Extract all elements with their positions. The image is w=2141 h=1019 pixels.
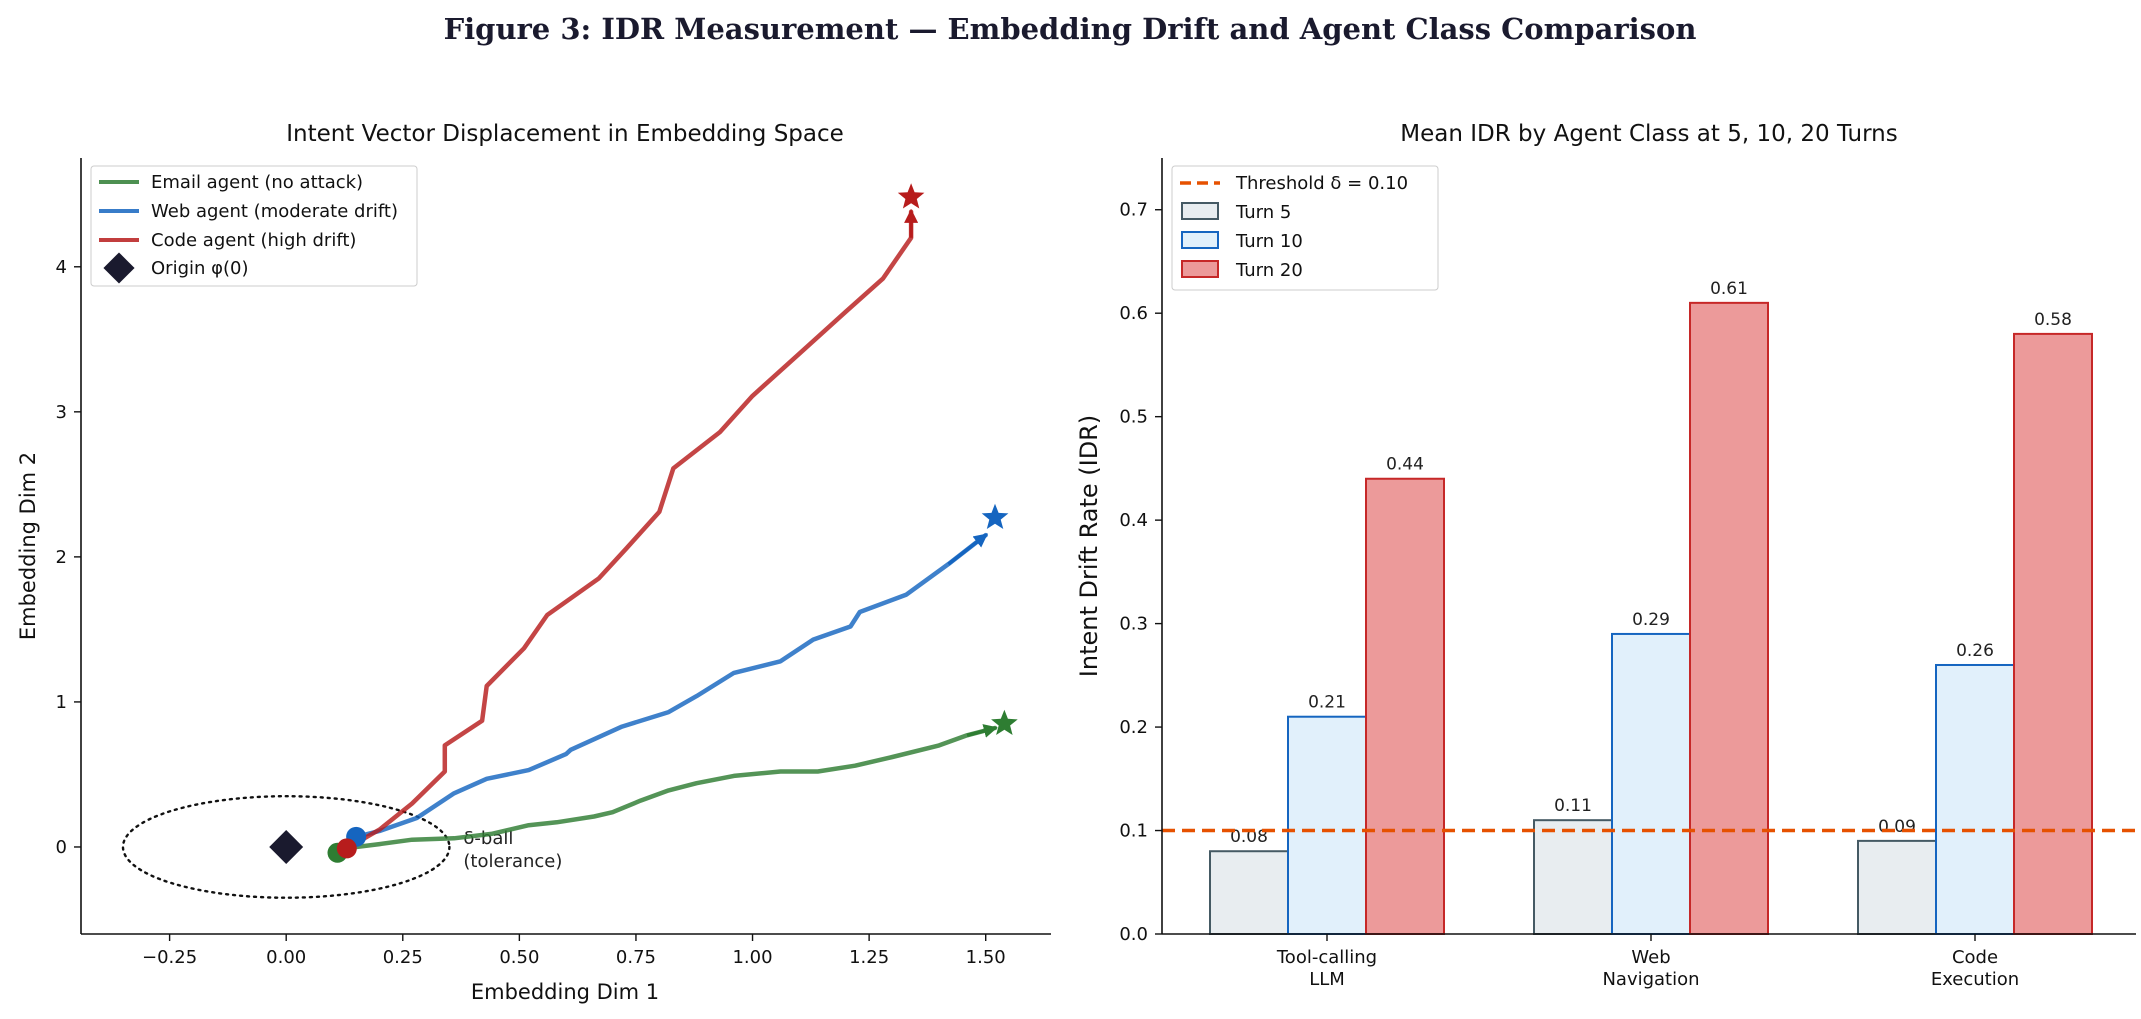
legend-swatch-turn20	[1181, 260, 1219, 278]
legend-label-code: Code agent (high drift)	[151, 230, 356, 251]
delta-ball-label-sub: (tolerance)	[463, 851, 562, 872]
x-tick-label: 0.75	[616, 947, 656, 968]
trajectory-markers	[269, 183, 1018, 864]
bar-groups: 0.08 0.11 0.09 0.21 0.29 0.26 0.44 0.61 0.58	[1209, 279, 2093, 936]
delta-ball-ellipse	[121, 795, 451, 899]
bar-value-label: 0.29	[1632, 610, 1670, 630]
legend-label-turn20: Turn 20	[1235, 260, 1303, 281]
x-tick-label: 0.50	[499, 947, 539, 968]
category-label-sub: Navigation	[1602, 969, 1699, 990]
left-y-ticks: 0 1 2 3 4	[56, 257, 81, 858]
x-tick-label: 0.25	[383, 947, 423, 968]
y-tick-label: 0.0	[1119, 924, 1148, 945]
y-tick-label: 0.1	[1119, 821, 1148, 842]
bar	[1533, 819, 1613, 935]
y-tick-label: 1	[56, 692, 67, 713]
legend-label-threshold: Threshold δ = 0.10	[1235, 173, 1408, 194]
end-star-web	[981, 503, 1009, 529]
trajectory-email	[335, 725, 998, 856]
y-tick-label: 3	[56, 402, 67, 423]
x-tick-label: 1.50	[966, 947, 1006, 968]
end-star-code	[897, 183, 925, 209]
right-legend: Threshold δ = 0.10 Turn 5 Turn 10 Turn 2…	[1171, 165, 1439, 291]
x-tick-label: 0.00	[266, 947, 306, 968]
x-tick-label: 1.25	[849, 947, 889, 968]
left-chart-title: Intent Vector Displacement in Embedding …	[286, 121, 844, 147]
y-tick-label: 0	[56, 837, 67, 858]
figure-title: Figure 3: IDR Measurement — Embedding Dr…	[444, 12, 1697, 46]
start-marker-code	[336, 838, 357, 859]
origin-marker	[269, 830, 304, 864]
right-panel: Mean IDR by Agent Class at 5, 10, 20 Tur…	[1075, 121, 2136, 990]
y-tick-label: 0.3	[1119, 614, 1148, 635]
legend-swatch-turn10	[1181, 231, 1219, 249]
trajectory-web	[353, 532, 988, 840]
right-y-axis-label: Intent Drift Rate (IDR)	[1075, 415, 1103, 677]
x-tick-label: 1.00	[732, 947, 772, 968]
category-label: Code	[1952, 947, 1998, 968]
bar	[1689, 301, 1769, 935]
left-legend: Email agent (no attack) Web agent (moder…	[90, 165, 418, 287]
trajectory-arrow-email	[966, 724, 998, 738]
legend-label-web: Web agent (moderate drift)	[151, 201, 398, 222]
legend-swatch-origin	[103, 252, 135, 284]
legend-label-turn5: Turn 5	[1235, 202, 1291, 223]
bar	[1209, 850, 1289, 936]
bar	[1287, 715, 1367, 935]
y-tick-label: 0.6	[1119, 303, 1148, 324]
legend-swatch-turn5	[1181, 202, 1219, 220]
right-legend-frame	[1171, 165, 1439, 291]
y-tick-label: 0.5	[1119, 407, 1148, 428]
bar	[2013, 332, 2093, 936]
end-star-email	[991, 709, 1018, 735]
delta-ball-group: δ-ball(tolerance)	[121, 795, 562, 899]
y-tick-label: 0.7	[1119, 200, 1148, 221]
legend-label-origin: Origin φ(0)	[151, 258, 249, 279]
right-chart-title: Mean IDR by Agent Class at 5, 10, 20 Tur…	[1400, 121, 1897, 147]
bar-value-label: 0.26	[1956, 641, 1994, 661]
left-panel: Intent Vector Displacement in Embedding …	[16, 121, 1051, 1004]
legend-label-email: Email agent (no attack)	[151, 172, 363, 193]
bar-value-label: 0.44	[1386, 455, 1424, 475]
category-label-sub: LLM	[1309, 969, 1345, 990]
trajectory-arrow-web	[947, 533, 988, 566]
trajectory-lines	[335, 208, 998, 856]
y-tick-label: 4	[56, 257, 67, 278]
bar	[1857, 839, 1937, 936]
y-tick-label: 0.4	[1119, 510, 1148, 531]
y-tick-label: 2	[56, 547, 67, 568]
left-y-axis-label: Embedding Dim 2	[16, 452, 40, 640]
right-y-ticks: 0.0 0.1 0.2 0.3 0.4 0.5 0.6 0.7	[1119, 200, 1162, 945]
category-label-sub: Execution	[1931, 969, 2019, 990]
bar	[1365, 477, 1445, 935]
left-x-ticks: −0.25 0.00 0.25 0.50 0.75 1.00 1.25 1.50	[142, 934, 1006, 968]
legend-label-turn10: Turn 10	[1235, 231, 1303, 252]
bar-value-label: 0.08	[1230, 827, 1268, 847]
bar	[1611, 632, 1691, 935]
x-tick-label: −0.25	[142, 947, 197, 968]
category-label: Tool-calling	[1276, 947, 1377, 968]
bar-value-label: 0.61	[1710, 279, 1748, 299]
left-legend-frame	[90, 165, 418, 287]
trajectory-code	[344, 209, 914, 851]
bar	[1935, 663, 2015, 936]
bar-value-label: 0.11	[1554, 796, 1592, 816]
bar-value-label: 0.09	[1878, 817, 1916, 837]
bar-value-label: 0.58	[2034, 310, 2072, 330]
category-label: Web	[1631, 947, 1670, 968]
left-x-axis-label: Embedding Dim 1	[471, 980, 659, 1004]
y-tick-label: 0.2	[1119, 717, 1148, 738]
bar-value-label: 0.21	[1308, 693, 1346, 713]
